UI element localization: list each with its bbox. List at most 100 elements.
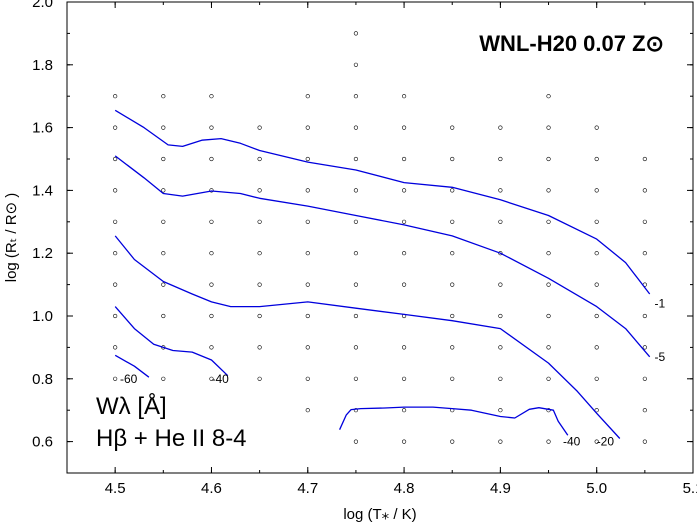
model-point xyxy=(113,313,118,319)
y-tick-label: 2.0 xyxy=(32,0,53,11)
model-point xyxy=(642,313,647,319)
model-point xyxy=(113,251,118,256)
model-point xyxy=(546,376,551,381)
model-point xyxy=(209,125,214,130)
model-point xyxy=(642,439,647,444)
model-point xyxy=(401,251,407,256)
model-point xyxy=(353,282,359,287)
model-point xyxy=(450,282,455,287)
model-point xyxy=(401,408,407,413)
model-point xyxy=(305,188,310,193)
model-point xyxy=(113,188,118,193)
model-point xyxy=(546,251,551,256)
model-point xyxy=(161,282,166,287)
model-point xyxy=(305,94,310,99)
model-point xyxy=(498,188,503,193)
model-point xyxy=(257,376,262,381)
contour-line xyxy=(114,354,150,378)
contour-label: -60 xyxy=(120,372,138,386)
model-point xyxy=(257,313,262,319)
model-point xyxy=(401,94,407,99)
model-point xyxy=(498,408,503,413)
model-point xyxy=(353,439,359,444)
model-point xyxy=(209,251,214,256)
contour-label: -40 xyxy=(563,435,581,449)
model-point xyxy=(594,345,599,350)
model-point xyxy=(161,376,166,381)
contour-line xyxy=(114,306,229,377)
y-tick-label: 1.0 xyxy=(32,308,53,325)
y-tick-label: 1.6 xyxy=(32,120,53,137)
model-point xyxy=(498,439,503,444)
model-point xyxy=(209,313,214,319)
x-tick-label: 4.6 xyxy=(201,480,222,497)
y-axis-title: log (Rₜ / R⊙ ) xyxy=(3,193,20,283)
model-point xyxy=(209,188,214,193)
model-point xyxy=(594,251,599,256)
model-point xyxy=(305,313,310,319)
model-point xyxy=(642,376,647,381)
model-point xyxy=(594,282,599,287)
model-point xyxy=(594,156,599,162)
model-point xyxy=(546,345,551,350)
x-tick-label: 4.5 xyxy=(105,480,126,497)
x-axis-title: log (T⁎ / K) xyxy=(343,506,416,523)
model-point xyxy=(209,282,214,287)
contour-lines xyxy=(114,109,651,439)
model-point xyxy=(642,219,647,224)
model-point xyxy=(546,219,551,224)
model-point xyxy=(450,251,455,256)
model-point xyxy=(257,345,262,350)
model-point xyxy=(161,94,166,99)
model-point xyxy=(642,156,647,162)
model-point xyxy=(450,345,455,350)
model-point xyxy=(257,188,262,193)
model-point xyxy=(353,345,359,350)
model-point xyxy=(353,219,359,224)
model-point xyxy=(594,188,599,193)
model-point xyxy=(209,94,214,99)
model-point xyxy=(546,313,551,319)
model-point xyxy=(305,282,310,287)
model-point xyxy=(546,188,551,193)
model-point xyxy=(353,408,359,413)
model-point xyxy=(353,31,359,36)
model-point xyxy=(450,156,455,162)
model-point xyxy=(305,345,310,350)
x-tick-label: 4.9 xyxy=(490,480,511,497)
model-point xyxy=(305,376,310,381)
model-point xyxy=(642,345,647,350)
model-grid xyxy=(113,31,647,444)
model-point xyxy=(450,219,455,224)
model-point xyxy=(257,219,262,224)
model-point xyxy=(450,313,455,319)
model-point xyxy=(257,282,262,287)
model-point xyxy=(113,94,118,99)
model-point xyxy=(305,408,310,413)
model-point xyxy=(161,251,166,256)
model-point xyxy=(353,94,359,99)
model-point xyxy=(113,376,118,381)
contour-labels: -1 -5 -20 -40 -60 -40 xyxy=(120,296,666,448)
model-point xyxy=(594,376,599,381)
model-point xyxy=(401,125,407,130)
x-tick-label: 5.0 xyxy=(586,480,607,497)
model-point xyxy=(498,219,503,224)
model-point xyxy=(642,408,647,413)
model-point xyxy=(450,376,455,381)
model-point xyxy=(353,62,359,67)
model-point xyxy=(594,219,599,224)
model-point xyxy=(257,251,262,256)
model-point xyxy=(401,439,407,444)
model-point xyxy=(546,156,551,162)
model-point xyxy=(594,125,599,130)
model-point xyxy=(546,94,551,99)
axis-ticks: 4.5 4.6 4.7 4.8 4.9 5.0 5.1 0.6 0.8 1.0 1.2 1.4 1.6 1… xyxy=(32,0,697,497)
model-point xyxy=(642,188,647,193)
contour-line xyxy=(114,155,651,358)
contour-label: -1 xyxy=(654,296,665,310)
x-tick-label: 4.7 xyxy=(297,480,318,497)
model-point xyxy=(161,125,166,130)
y-tick-label: 0.6 xyxy=(32,434,53,451)
